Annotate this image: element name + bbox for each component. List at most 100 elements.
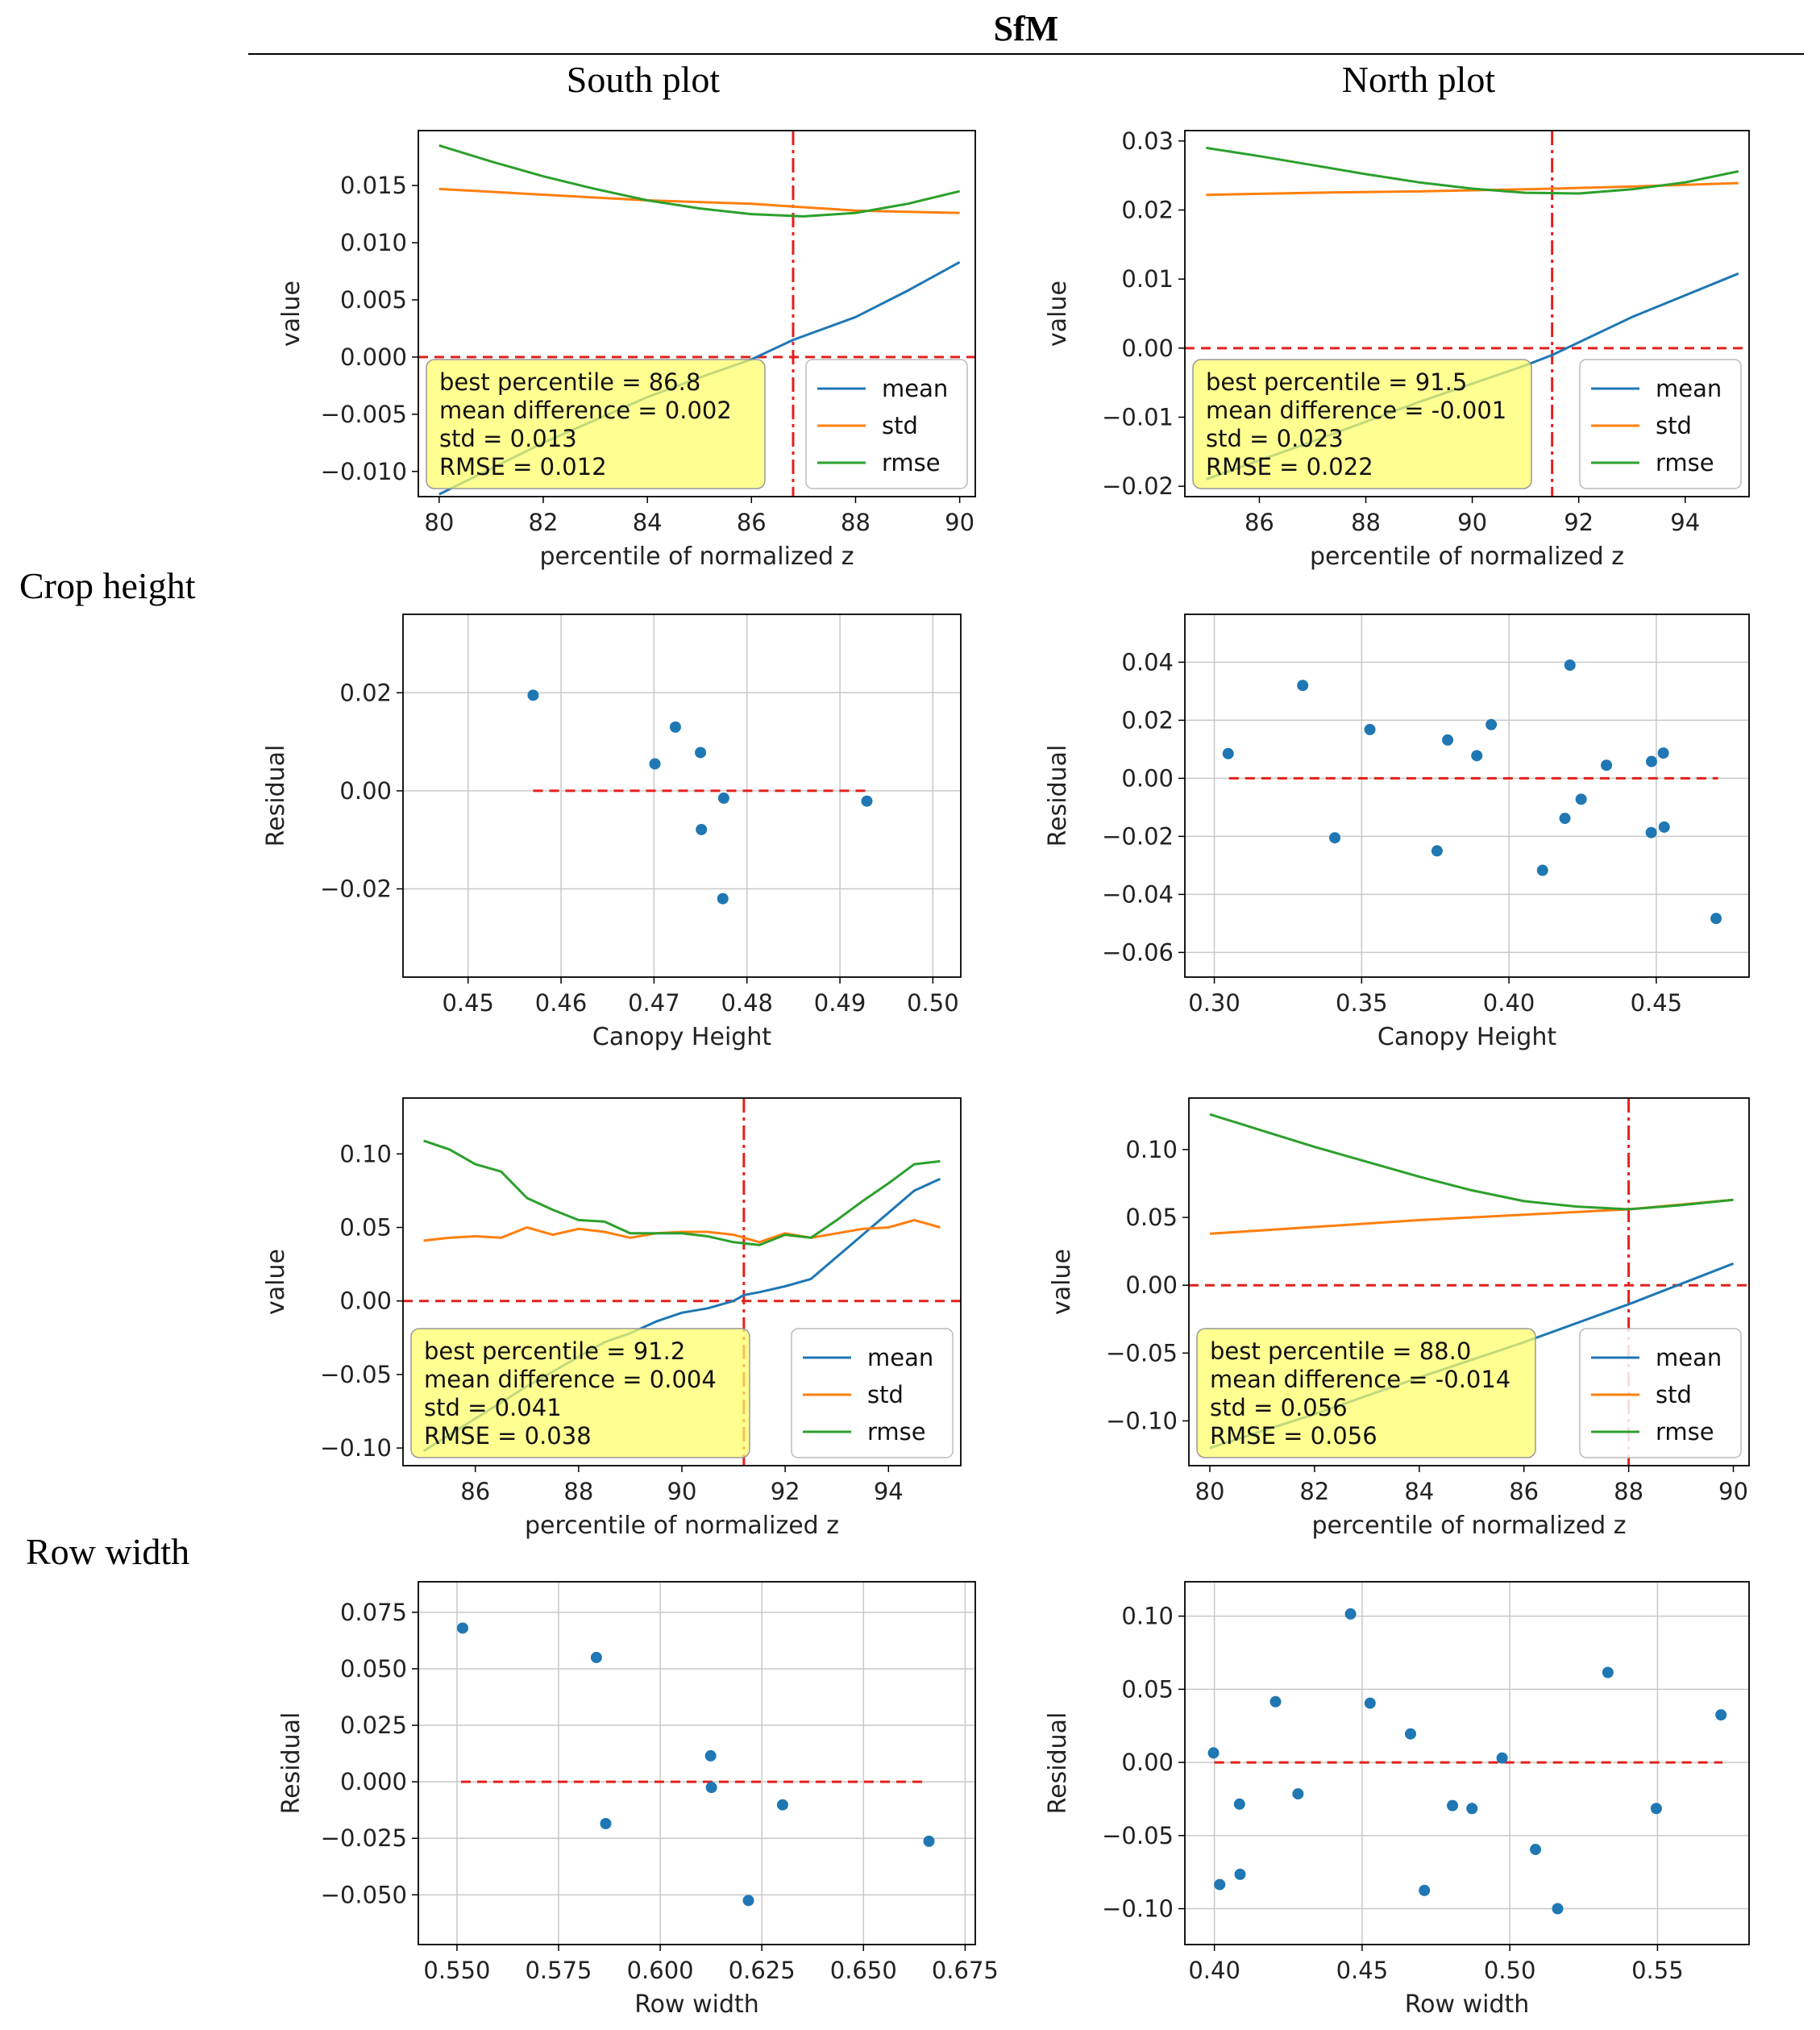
annotation-box xyxy=(426,359,766,489)
residual-point xyxy=(1419,1884,1431,1896)
x-tick-label: 90 xyxy=(945,509,974,536)
residual-point xyxy=(1297,680,1309,692)
series-rmse-line xyxy=(423,1139,941,1246)
y-tick-label: 0.00 xyxy=(339,1287,392,1315)
residual-point xyxy=(1564,659,1576,671)
residual-point xyxy=(1207,1747,1220,1759)
y-tick-label: 0.015 xyxy=(340,172,407,199)
legend-label-std: std xyxy=(1656,1381,1692,1408)
legend-label-rmse: rmse xyxy=(1656,449,1714,476)
legend-label-std: std xyxy=(1656,412,1692,439)
y-tick-label: 0.00 xyxy=(339,777,392,805)
x-tick-label: 0.49 xyxy=(814,989,866,1017)
residual-point xyxy=(1222,747,1234,759)
residual-point xyxy=(1552,1903,1564,1915)
x-tick-label: 0.45 xyxy=(442,989,494,1017)
x-tick-label: 0.47 xyxy=(628,989,680,1017)
x-tick-label: 94 xyxy=(1670,509,1700,536)
y-tick-label: −0.04 xyxy=(1102,880,1174,908)
annotation-line: best percentile = 88.0 xyxy=(1210,1337,1471,1365)
residual-point xyxy=(649,758,661,770)
y-axis-label: value xyxy=(277,281,305,347)
residual-point xyxy=(1536,864,1548,876)
annotation-line: std = 0.013 xyxy=(439,425,577,452)
residual-point xyxy=(1431,845,1443,857)
plot-frame xyxy=(1184,614,1750,978)
y-tick-label: 0.000 xyxy=(340,343,407,371)
residual-point xyxy=(705,1782,717,1794)
legend-box xyxy=(1579,359,1742,489)
y-tick-label: −0.050 xyxy=(321,1881,407,1908)
y-tick-label: 0.005 xyxy=(340,286,407,314)
y-tick-label: 0.05 xyxy=(339,1214,392,1242)
plot-frame xyxy=(402,1097,962,1466)
x-axis-label: Row width xyxy=(1405,1990,1530,2019)
residual-point xyxy=(1364,1697,1376,1709)
plot-frame xyxy=(418,1581,976,1945)
x-tick-label: 86 xyxy=(1244,509,1274,536)
x-tick-label: 0.50 xyxy=(1484,1957,1536,1984)
residual-point xyxy=(1269,1695,1282,1708)
residual-point xyxy=(1329,832,1341,844)
y-tick-label: 0.10 xyxy=(1125,1136,1178,1163)
y-tick-label: 0.000 xyxy=(340,1768,407,1795)
y-tick-label: −0.02 xyxy=(1102,822,1174,850)
y-tick-label: −0.025 xyxy=(321,1824,407,1852)
x-tick-label: 90 xyxy=(1457,509,1487,536)
y-tick-label: −0.05 xyxy=(1106,1339,1178,1367)
residual-point xyxy=(1710,913,1722,925)
residual-point xyxy=(695,747,707,759)
y-axis-label: value xyxy=(1048,1249,1076,1315)
row-header-crop-height: Crop height xyxy=(19,565,196,606)
plot-frame xyxy=(418,130,976,497)
plot-area xyxy=(527,689,873,905)
y-axis-label: value xyxy=(1044,281,1072,347)
series-std-line xyxy=(423,1218,941,1244)
chart-crop-height-north-residual: 0.30 0.35 0.40 0.45 −0.06 −0.04 −0.02 0.00 0.02 0… xyxy=(1044,614,1750,1051)
y-axis-label: value xyxy=(262,1249,290,1315)
series-rmse-line xyxy=(438,144,960,218)
y-tick-label: 0.02 xyxy=(1121,197,1174,224)
y-tick-label: 0.10 xyxy=(1121,1603,1174,1630)
x-tick-label: 80 xyxy=(424,509,454,536)
y-tick-label: 0.03 xyxy=(1121,127,1174,155)
x-tick-label: 86 xyxy=(737,509,767,536)
x-tick-label: 84 xyxy=(1404,1478,1434,1505)
x-axis-label: percentile of normalized z xyxy=(1310,543,1624,571)
annotation-line: mean difference = 0.004 xyxy=(424,1366,717,1393)
annotation-line: mean difference = -0.001 xyxy=(1206,397,1506,424)
y-tick-label: 0.00 xyxy=(1121,335,1174,362)
annotation-box xyxy=(410,1328,750,1458)
residual-point xyxy=(1405,1728,1416,1740)
x-tick-label: 88 xyxy=(563,1478,593,1505)
y-tick-label: −0.10 xyxy=(1102,1895,1174,1923)
x-tick-label: 88 xyxy=(1351,509,1381,536)
y-tick-label: 0.025 xyxy=(340,1712,407,1739)
y-tick-label: −0.06 xyxy=(1102,938,1174,966)
x-tick-label: 0.575 xyxy=(525,1957,592,1984)
plot-area xyxy=(456,1622,935,1907)
y-tick-label: 0.04 xyxy=(1121,648,1174,676)
x-tick-label: 0.650 xyxy=(830,1957,897,1984)
annotation-box xyxy=(1192,359,1532,489)
x-axis-label: percentile of normalized z xyxy=(540,543,854,571)
y-tick-label: 0.00 xyxy=(1121,764,1174,792)
chart-crop-height-north-percentile: 86 88 90 92 94 −0.02 −0.01 0.00 0.01 0.02 0.03 perc… xyxy=(1044,127,1750,571)
residual-point xyxy=(696,823,708,835)
x-tick-label: 0.55 xyxy=(1631,1957,1684,1984)
residual-point xyxy=(1645,826,1657,838)
x-tick-label: 0.550 xyxy=(423,1957,490,1984)
annotation-line: mean difference = 0.002 xyxy=(439,397,732,424)
legend-label-std: std xyxy=(867,1381,904,1408)
residual-point xyxy=(1715,1709,1727,1721)
residual-point xyxy=(1646,755,1658,767)
residual-point xyxy=(1447,1799,1459,1812)
residual-point xyxy=(742,1895,754,1907)
x-tick-label: 0.45 xyxy=(1336,1957,1389,1984)
y-tick-label: −0.10 xyxy=(1106,1407,1178,1434)
x-tick-label: 88 xyxy=(1614,1478,1643,1505)
plot-frame xyxy=(1184,1581,1750,1945)
column-header-south: South plot xyxy=(566,59,721,100)
annotation-line: RMSE = 0.012 xyxy=(439,453,607,480)
y-tick-label: 0.01 xyxy=(1121,265,1174,293)
